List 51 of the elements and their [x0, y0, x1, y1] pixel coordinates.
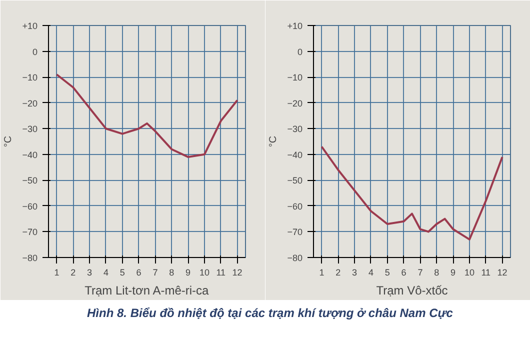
y-tick-label: −70: [22, 227, 38, 238]
x-tick-label: 10: [464, 268, 474, 278]
x-tick-label: 3: [352, 268, 358, 278]
y-tick-label: −30: [287, 124, 303, 134]
x-axis-title: Trạm Vô-xtốc: [376, 284, 448, 298]
y-tick-label: −60: [22, 201, 38, 212]
x-tick-label: 6: [401, 268, 406, 278]
y-axis-title: °C: [268, 136, 280, 148]
y-tick-label: +10: [22, 21, 38, 31]
text: Hình 8. Biểu đồ nhiệt độ tại các trạm khí tượng ở châu Nam Cực: [87, 305, 453, 322]
x-tick-label: 4: [368, 268, 374, 278]
x-tick-label: 7: [152, 268, 158, 278]
y-tick-label: −20: [287, 98, 303, 108]
y-tick-label: −50: [22, 176, 38, 186]
x-tick-label: 1: [319, 268, 324, 278]
y-tick-label: 0: [32, 46, 38, 57]
x-tick-label: 10: [199, 268, 210, 278]
line-series: [56, 73, 238, 158]
x-tick-label: 1: [54, 268, 60, 278]
y-tick-label: −80: [22, 253, 38, 263]
line-series: [320, 146, 504, 240]
y-tick-label: −60: [287, 201, 303, 212]
x-tick-label: 7: [418, 268, 423, 278]
y-tick-label: −40: [287, 150, 303, 160]
y-tick-label: −20: [22, 98, 38, 108]
x-tick-label: 3: [87, 268, 92, 278]
x-tick-label: 12: [232, 268, 242, 278]
y-tick-label: −10: [287, 72, 303, 83]
x-tick-label: 8: [169, 268, 174, 278]
x-tick-label: 5: [384, 268, 390, 278]
y-tick-label: −40: [22, 150, 38, 160]
x-tick-label: 8: [434, 268, 440, 278]
y-tick-label: −10: [22, 72, 38, 83]
y-tick-label: 0: [297, 46, 303, 57]
x-tick-label: 9: [186, 268, 191, 278]
x-axis-title: Trạm Lit-tơn A-mê-ri-ca: [84, 284, 210, 298]
x-tick-label: 2: [70, 268, 76, 278]
y-axis-title: °C: [3, 136, 14, 148]
y-tick-label: −30: [22, 124, 38, 134]
x-tick-label: 11: [481, 268, 491, 278]
x-tick-label: 6: [136, 268, 142, 278]
x-tick-label: 4: [103, 268, 108, 278]
y-tick-label: +10: [287, 21, 303, 31]
y-tick-label: −80: [287, 253, 303, 263]
x-tick-label: 12: [497, 268, 508, 278]
x-tick-label: 9: [450, 268, 456, 278]
y-tick-label: −70: [287, 227, 303, 238]
x-tick-label: 2: [336, 268, 341, 278]
x-tick-label: 11: [216, 268, 226, 278]
y-tick-label: −50: [287, 176, 303, 186]
x-tick-label: 5: [120, 268, 125, 278]
